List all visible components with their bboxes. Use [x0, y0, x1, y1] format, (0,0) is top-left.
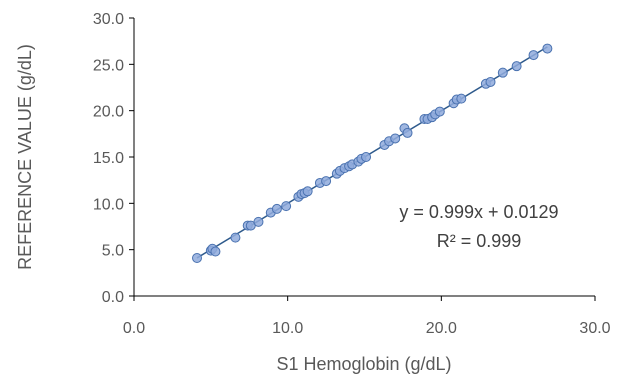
r-squared-label: R² = 0.999 — [437, 231, 522, 251]
y-tick-group: 0.0 5.0 10.0 15.0 20.0 25.0 30.0 — [93, 11, 134, 306]
data-point — [361, 152, 372, 162]
data-point — [456, 93, 467, 104]
data-point — [271, 203, 282, 214]
y-tick-label: 0.0 — [102, 289, 124, 306]
x-tick-label: 30.0 — [579, 320, 610, 337]
y-tick-label: 30.0 — [93, 11, 124, 28]
data-point — [230, 232, 241, 243]
x-tick-label: 10.0 — [272, 320, 303, 337]
x-tick-label: 0.0 — [123, 320, 145, 337]
data-point — [497, 67, 508, 78]
y-tick-label: 10.0 — [93, 196, 124, 213]
y-tick-label: 15.0 — [93, 150, 124, 167]
data-point — [485, 76, 496, 87]
data-point — [321, 176, 332, 187]
y-tick-label: 25.0 — [93, 57, 124, 74]
x-axis-title: S1 Hemoglobin (g/dL) — [276, 354, 451, 374]
x-tick-group: 0.0 10.0 20.0 30.0 — [123, 296, 611, 337]
y-tick-label: 20.0 — [93, 104, 124, 121]
data-point — [390, 133, 401, 144]
data-point — [192, 253, 203, 264]
data-point — [402, 127, 413, 138]
data-point — [210, 246, 221, 257]
data-point — [302, 186, 313, 197]
regression-equation: y = 0.999x + 0.0129 — [399, 202, 558, 222]
y-axis: 0.0 5.0 10.0 15.0 20.0 25.0 30.0 — [93, 11, 135, 306]
data-point — [281, 201, 292, 212]
data-point — [542, 43, 553, 54]
data-point — [528, 50, 539, 61]
data-point — [511, 61, 522, 72]
data-point — [253, 216, 264, 227]
y-axis-title: REFERENCE VALUE (g/dL) — [15, 44, 35, 270]
y-tick-label: 5.0 — [102, 243, 124, 260]
x-axis: 0.0 10.0 20.0 30.0 — [123, 295, 611, 337]
data-point — [434, 106, 445, 117]
data-points — [192, 43, 553, 264]
x-tick-label: 20.0 — [426, 320, 457, 337]
